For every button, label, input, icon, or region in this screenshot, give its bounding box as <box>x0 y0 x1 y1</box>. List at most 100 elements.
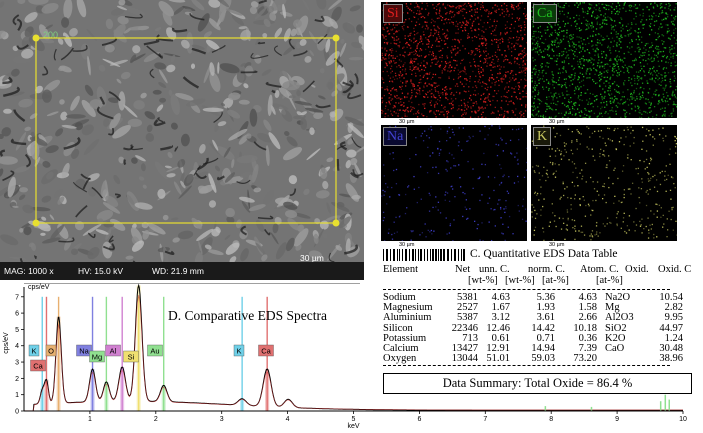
x-axis-label: keV <box>347 423 359 430</box>
element-label-box <box>105 344 121 357</box>
table-cell-element: Calcium <box>383 343 419 354</box>
element-label: Au <box>150 347 159 356</box>
map-si: Si <box>381 2 527 118</box>
element-label: Ca <box>261 347 271 356</box>
table-cell-net: 713 <box>462 332 478 344</box>
x-tick-label: 5 <box>352 416 356 423</box>
th-unn: unn. C. <box>479 264 510 275</box>
map-k-scale: 30 µm <box>549 242 565 248</box>
th-element: Element <box>383 264 418 275</box>
table-cell-oxide: Mg <box>605 302 620 314</box>
unit-norm: [wt-%] <box>505 275 535 286</box>
sem-wd: WD: 21.9 mm <box>152 266 204 276</box>
table-cell-oxc: 38.96 <box>659 353 683 365</box>
element-label-box <box>28 344 40 357</box>
table-cell-unn: 51.01 <box>486 353 510 365</box>
element-label-box <box>258 344 274 357</box>
table-cell-atom: 1.58 <box>578 302 597 314</box>
unit-unn: [wt-%] <box>468 275 498 286</box>
y-tick-label: 5 <box>15 327 19 334</box>
table-cell-net: 13044 <box>451 353 478 365</box>
table-cell-unn: 12.46 <box>486 322 510 334</box>
table-cell-unn: 1.67 <box>491 302 510 314</box>
element-label: K <box>236 347 241 356</box>
table-cell-element: Silicon <box>383 322 413 334</box>
barcode-decoration <box>383 249 465 261</box>
table-cell-atom: 4.63 <box>578 292 597 303</box>
table-cell-unn: 0.61 <box>491 332 510 344</box>
table-cell-oxide: SiO2 <box>605 322 627 334</box>
table-cell-unn: 3.12 <box>491 312 510 324</box>
table-cell-atom: 2.66 <box>578 312 597 324</box>
data-summary: Data Summary: Total Oxide = 86.4 % <box>383 373 692 394</box>
x-tick-label: 10 <box>679 416 687 423</box>
table-cell-net: 5381 <box>457 292 478 303</box>
x-tick-label: 2 <box>154 416 158 423</box>
sem-mag: MAG: 1000 x <box>4 266 54 276</box>
table-cell-net: 13427 <box>451 343 478 354</box>
map-ca-scale: 30 µm <box>549 119 565 125</box>
roi-label: 200 <box>43 30 59 40</box>
unit-atom: [at-%] <box>542 275 569 286</box>
sem-scale-label: 30 µm <box>300 253 324 263</box>
y-tick-label: 1 <box>15 392 19 399</box>
table-cell-oxc: 10.54 <box>659 292 683 303</box>
minor-bar <box>664 394 667 411</box>
table-cell-net: 22346 <box>451 322 478 334</box>
y-tick-label: 7 <box>15 294 19 301</box>
element-label: Al <box>110 347 117 356</box>
y-axis-label: cps/eV <box>3 332 10 354</box>
table-cell-net: 5387 <box>457 312 478 324</box>
table-cell-atom: 73.20 <box>573 353 597 365</box>
y-unit-top: cps/eV <box>28 284 50 291</box>
table-cell-oxide: CaO <box>605 343 625 354</box>
element-label-box <box>30 359 46 372</box>
table-cell-element: Sodium <box>383 292 416 303</box>
table-cell-norm: 14.94 <box>531 343 555 354</box>
element-label: Si <box>128 353 135 362</box>
th-oxidc: Oxid. C <box>658 264 692 275</box>
x-tick-label: 3 <box>220 416 224 423</box>
minor-bar <box>590 406 593 411</box>
map-k-label: K <box>533 127 552 146</box>
roi-rectangle[interactable] <box>0 0 364 262</box>
unit-atom2: [at-%] <box>596 275 623 286</box>
th-net: Net <box>455 264 471 275</box>
table-cell-norm: 1.93 <box>536 302 555 314</box>
map-ca-label: Ca <box>533 4 557 23</box>
sem-texture <box>0 0 364 262</box>
element-label: O <box>48 347 54 356</box>
table-title: C. Quantitative EDS Data Table <box>470 248 618 260</box>
element-label-box <box>45 344 57 357</box>
map-si-label: Si <box>383 4 403 23</box>
map-na-label: Na <box>383 127 408 146</box>
minor-bar <box>544 406 547 411</box>
table-cell-atom: 10.18 <box>573 322 597 334</box>
table-cell-oxide: Al2O3 <box>605 312 634 324</box>
x-tick-label: 8 <box>549 416 553 423</box>
y-tick-label: 2 <box>15 376 19 383</box>
spectrum-title: D. Comparative EDS Spectra <box>168 308 327 323</box>
element-label: Na <box>79 347 89 356</box>
x-tick-label: 7 <box>483 416 487 423</box>
table-divider-bottom <box>383 365 670 366</box>
th-norm: norm. C. <box>528 264 566 275</box>
y-tick-label: 3 <box>15 360 19 367</box>
table-cell-atom: 0.36 <box>578 332 597 344</box>
element-label: K <box>31 347 36 356</box>
table-cell-atom: 7.39 <box>578 343 597 354</box>
table-cell-oxc: 2.82 <box>664 302 683 314</box>
minor-bar <box>659 401 662 411</box>
table-cell-element: Oxygen <box>383 353 417 365</box>
minor-bar <box>668 399 671 411</box>
table-cell-net: 2527 <box>457 302 478 314</box>
table-cell-oxc: 30.48 <box>659 343 683 354</box>
table-cell-oxide: K2O <box>605 332 626 344</box>
element-label-box <box>89 350 105 363</box>
spectrum-curve-2 <box>24 295 683 412</box>
table-cell-element: Potassium <box>383 332 427 344</box>
map-si-scale: 30 µm <box>399 119 415 125</box>
map-k: K <box>531 125 677 241</box>
x-tick-label: 4 <box>286 416 290 423</box>
